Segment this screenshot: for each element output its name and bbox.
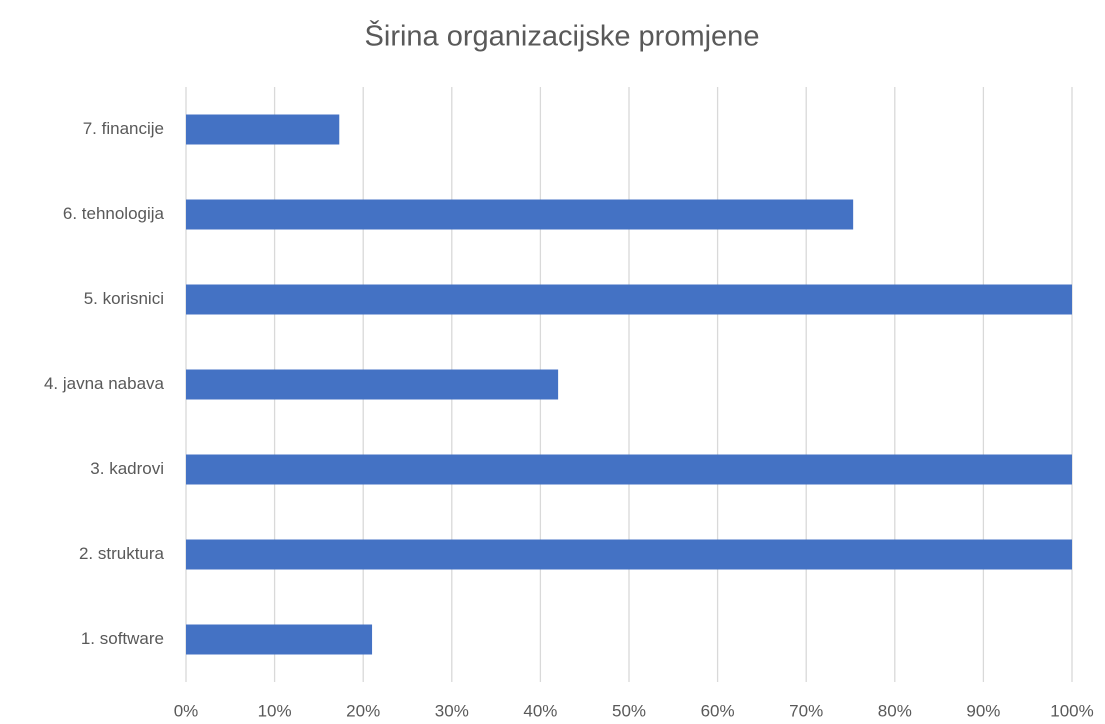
x-tick-label: 0% <box>174 701 199 720</box>
y-tick-label: 1. software <box>81 629 164 648</box>
x-tick-label: 70% <box>789 701 823 720</box>
y-tick-label: 7. financije <box>83 119 164 138</box>
x-tick-label: 100% <box>1050 701 1093 720</box>
y-tick-label: 5. korisnici <box>84 289 164 308</box>
x-tick-label: 30% <box>435 701 469 720</box>
bar <box>186 199 854 230</box>
bar <box>186 114 340 145</box>
bar <box>186 624 373 655</box>
bar <box>186 284 1072 315</box>
y-tick-label: 6. tehnologija <box>63 204 165 223</box>
x-tick-label: 40% <box>523 701 557 720</box>
y-tick-label: 4. javna nabava <box>44 374 165 393</box>
x-tick-label: 10% <box>258 701 292 720</box>
bar <box>186 454 1072 485</box>
x-tick-label: 20% <box>346 701 380 720</box>
x-tick-label: 60% <box>701 701 735 720</box>
x-tick-label: 90% <box>966 701 1000 720</box>
y-tick-label: 2. struktura <box>79 544 165 563</box>
bar <box>186 539 1072 570</box>
y-tick-label: 3. kadrovi <box>90 459 164 478</box>
x-tick-label: 50% <box>612 701 646 720</box>
x-tick-label: 80% <box>878 701 912 720</box>
chart-title: Širina organizacijske promjene <box>365 19 760 53</box>
bar <box>186 369 559 400</box>
